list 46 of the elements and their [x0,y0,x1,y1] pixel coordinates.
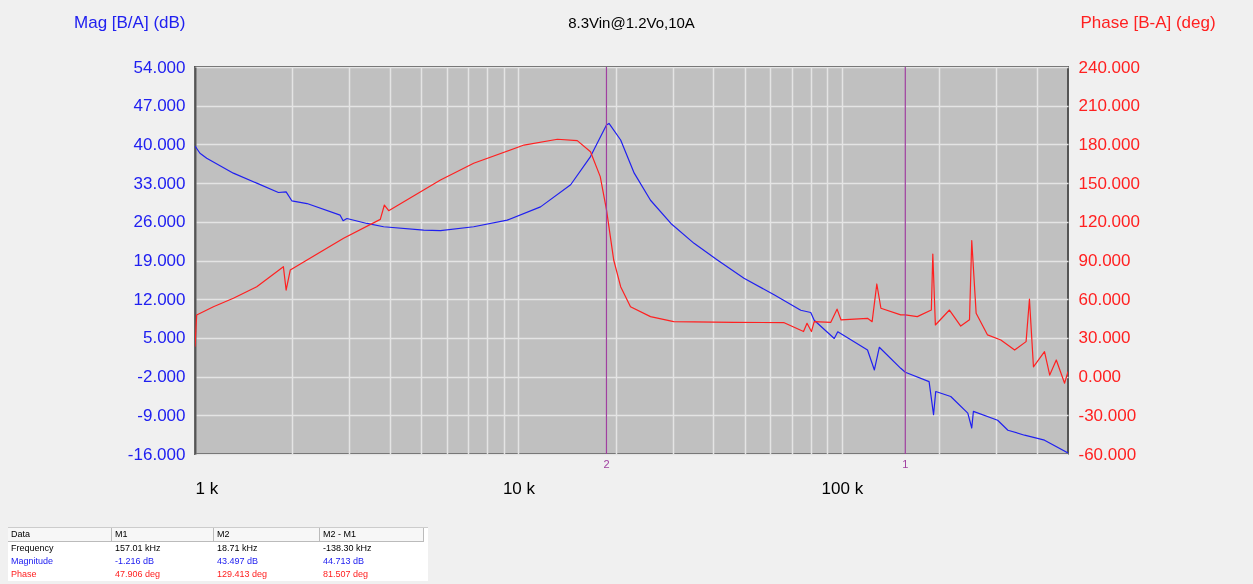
y-tick-label: -9.000 [137,405,186,425]
y2-tick-label: 240.000 [1078,57,1140,77]
text: M2 - M1 [320,528,424,542]
y-axis-title: Mag [B/A] (dB) [74,12,186,32]
y-tick-label: -16.000 [127,444,186,464]
y-tick-label: 5.000 [142,328,186,348]
text: -1.216 dB [114,555,156,568]
y2-axis-title: Phase [B-A] (deg) [1080,12,1216,32]
text: Phase [10,568,38,581]
text: Frequency [10,542,55,555]
annotation: 2 [603,458,610,470]
y-tick-label: 19.000 [133,251,186,270]
text: Data [8,528,112,542]
text: Magnitude [10,555,55,568]
text: 157.01 kHz [114,542,162,555]
x-tick-label: 100 k [821,478,864,498]
y2-tick-label: -60.000 [1078,444,1137,464]
text: 47.906 deg [114,568,162,581]
y-tick-label: 47.000 [133,96,186,116]
text: 44.713 dB [322,555,366,568]
text: M2 [214,528,320,542]
y2-tick-label: 210.000 [1078,96,1140,116]
y2-tick-label: 30.000 [1078,328,1131,348]
text: 18.71 kHz [216,542,259,555]
text: 81.507 deg [322,568,370,581]
y-tick-label: 12.000 [133,289,186,309]
text: 129.413 deg [216,568,269,581]
x-tick-label: 1 k [195,478,219,498]
y2-tick-label: 90.000 [1078,251,1131,270]
text: -138.30 kHz [322,542,373,555]
y-tick-label: 40.000 [133,134,186,154]
x-tick-label: 10 k [502,478,536,498]
y2-tick-label: 150.000 [1078,173,1140,193]
annotation: 1 [902,458,909,470]
y2-tick-label: 180.000 [1078,134,1140,154]
y2-tick-label: 120.000 [1078,212,1140,232]
y-tick-label: -2.000 [137,367,186,387]
y2-tick-label: 0.000 [1078,367,1122,387]
y-tick-label: 26.000 [133,212,186,232]
y2-tick-label: -30.000 [1078,405,1137,425]
text: M1 [112,528,214,542]
text: 43.497 dB [216,555,260,568]
y-tick-label: 33.000 [133,173,186,193]
y-tick-label: 54.000 [133,57,186,77]
y2-tick-label: 60.000 [1078,289,1131,309]
chart-title: 8.3Vin@1.2Vo,10A [568,14,695,31]
